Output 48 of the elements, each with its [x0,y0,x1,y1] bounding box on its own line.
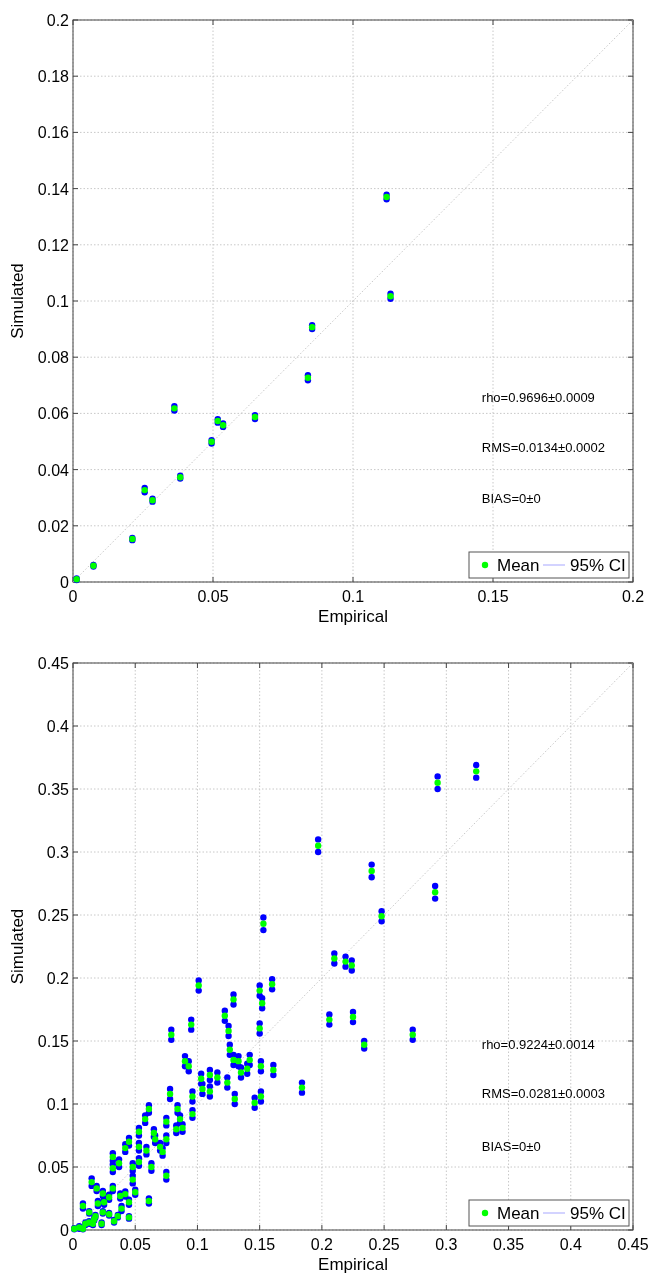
legend-label: Mean [497,1204,540,1223]
y-tick-label: 0.25 [37,907,70,924]
x-tick-label: 0.35 [492,1236,525,1253]
x-tick-label: 0.45 [617,1236,649,1253]
y-tick-label: 0.02 [37,517,70,535]
annotation: RMS=0.0134±0.0002 [481,439,605,455]
y-tick-label: 0.16 [37,124,70,142]
x-tick-label: 0.2 [621,588,645,605]
x-tick-label: 0.25 [368,1236,400,1253]
y-axis-title: Simulated [8,908,27,985]
y-tick-label: 0.04 [37,461,70,479]
y-tick-label: 0.15 [37,1033,70,1050]
x-tick-label: 0.3 [435,1236,458,1253]
y-tick-label: 0.18 [37,68,70,86]
x-tick-label: 0.2 [310,1236,334,1253]
x-axis-title: Empirical [318,607,388,626]
x-tick-label: 0.15 [244,1236,276,1253]
y-tick-label: 0.45 [37,655,70,672]
y-tick-label: 0.14 [37,180,70,198]
y-tick-label: 0.35 [37,781,70,798]
legend-label: Mean [497,556,540,575]
y-tick-label: 0.2 [46,970,70,987]
annotation: rho=0.9696±0.0009 [481,390,595,406]
y-tick-label: 0.12 [37,236,70,254]
legend-label: 95% CI [570,556,626,575]
y-tick-label: 0.2 [46,12,70,29]
y-tick-label: 0.05 [37,1159,70,1176]
annotation: BIAS=0±0 [481,1138,541,1154]
y-tick-label: 0.3 [46,844,70,861]
y-tick-label: 0.4 [46,718,70,735]
annotation: BIAS=0±0 [481,491,541,507]
y-tick-label: 0 [60,574,70,591]
x-tick-label: 0.15 [477,588,509,605]
y-tick-label: 0.08 [37,349,70,367]
x-tick-label: 0.1 [186,1236,209,1253]
annotation: rho=0.9224±0.0014 [481,1036,595,1052]
x-tick-label: 0.05 [197,588,229,605]
y-axis-title: Simulated [8,263,27,339]
x-tick-label: 0.05 [119,1236,151,1253]
y-tick-label: 0.06 [37,405,70,423]
y-tick-label: 0 [60,1222,70,1239]
x-tick-label: 0.1 [341,588,365,605]
y-tick-label: 0.1 [46,1096,70,1113]
x-tick-label: 0.4 [559,1236,582,1253]
legend-label: 95% CI [570,1204,626,1223]
x-axis-title: Empirical [318,1255,388,1274]
y-tick-label: 0.1 [46,293,70,310]
annotation: RMS=0.0281±0.0003 [481,1086,605,1102]
